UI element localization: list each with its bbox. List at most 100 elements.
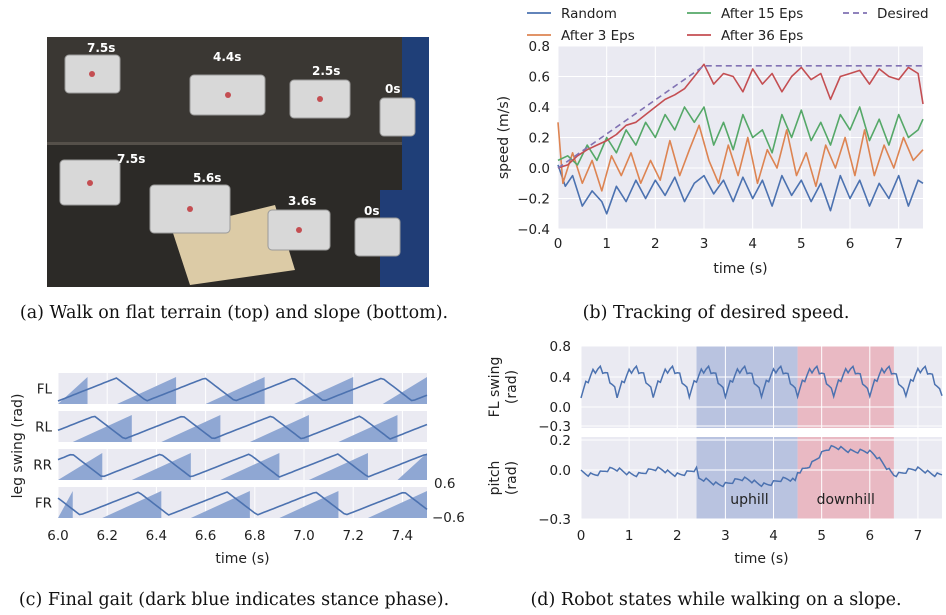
pitch-line — [580, 444, 943, 488]
series-line-random — [557, 164, 924, 215]
x-axis-label: time (s) — [215, 551, 269, 567]
right-tick-label: 0.6 — [434, 476, 455, 492]
gait-chart: FL RL RR FR 6.0 6.2 6.4 6.6 6.8 7.0 7.2 7.4 0.6 −0.6 t… — [10, 373, 465, 567]
uphill-label: uphill — [730, 492, 768, 508]
photo-label-bottom-1: 7.5s — [117, 152, 145, 166]
series-line-desired — [557, 65, 923, 169]
x-tick-label: 2 — [673, 528, 682, 544]
y-tick-label: −0.4 — [517, 222, 550, 238]
fl-swing-line — [580, 364, 943, 401]
stance-phase — [279, 491, 339, 518]
y-tick-label: 0.2 — [550, 433, 571, 449]
y-axis-label: FL swing — [487, 357, 503, 418]
y-tick-label: −0.3 — [538, 419, 571, 435]
y-tick-label: 0.0 — [529, 161, 550, 177]
y-axis-label: speed (m/s) — [496, 96, 512, 179]
x-tick-label: 7.2 — [342, 528, 363, 544]
leg-label-fr: FR — [35, 496, 52, 512]
leg-swing-line — [57, 377, 428, 402]
stance-phase — [72, 415, 132, 442]
caption-a: (a) Walk on flat terrain (top) and slope… — [19, 303, 449, 323]
photo-label-bottom-4: 0s — [364, 204, 380, 218]
y-axis-label: (rad) — [504, 370, 520, 404]
x-tick-label: 1 — [602, 236, 611, 252]
robot-photo: 7.5s 4.4s 2.5s 0s 7.5s 5.6s 3.6s 0s — [47, 37, 429, 287]
stance-phase — [131, 453, 191, 480]
y-tick-label: 0.8 — [550, 339, 571, 355]
series-line-after-3-eps — [557, 122, 924, 192]
leg-swing-line — [57, 453, 428, 478]
y-axis-label: (rad) — [504, 461, 520, 495]
stance-phase — [190, 491, 250, 518]
stance-phase — [205, 377, 265, 404]
leg-label-rr: RR — [33, 458, 52, 474]
y-tick-label: −0.3 — [538, 512, 571, 528]
x-tick-label: 4 — [769, 528, 778, 544]
x-tick-label: 6.8 — [244, 528, 265, 544]
leg-label-fl: FL — [37, 382, 53, 398]
caption-c: (c) Final gait (dark blue indicates stan… — [18, 590, 450, 610]
legend-entry: After 36 Eps — [721, 28, 803, 44]
photo-label-top-3: 2.5s — [312, 64, 340, 78]
stance-phase — [58, 453, 103, 480]
x-axis-label: time (s) — [713, 261, 767, 277]
y-tick-label: 0.0 — [550, 463, 571, 479]
speed-chart: 0 1 2 3 4 5 6 7 −0.4 −0.2 0.0 0.2 0.4 0.6 0.8 time (s) s… — [496, 6, 929, 277]
stance-phase — [117, 377, 177, 404]
photo-label-bottom-2: 5.6s — [193, 171, 221, 185]
y-tick-label: 0.0 — [550, 400, 571, 416]
stance-phase — [294, 377, 354, 404]
y-tick-label: 0.4 — [550, 370, 571, 386]
x-tick-label: 3 — [721, 528, 730, 544]
y-tick-label: −0.2 — [517, 192, 550, 208]
stance-phase — [161, 415, 221, 442]
x-tick-label: 6 — [866, 528, 875, 544]
caption-b: (b) Tracking of desired speed. — [582, 303, 850, 323]
stance-phase — [397, 453, 427, 480]
photo-label-top-2: 4.4s — [213, 50, 241, 64]
y-tick-label: 0.6 — [529, 70, 550, 86]
series-line-after-15-eps — [557, 106, 924, 166]
x-tick-label: 6.2 — [96, 528, 117, 544]
photo-label-bottom-3: 3.6s — [288, 194, 316, 208]
x-tick-label: 6.4 — [146, 528, 167, 544]
stance-phase — [249, 415, 309, 442]
stance-phase — [382, 377, 427, 404]
stance-phase — [102, 491, 162, 518]
x-tick-label: 6.6 — [195, 528, 216, 544]
right-tick-label: −0.6 — [432, 510, 465, 526]
y-axis-label: pitch — [487, 461, 503, 496]
leg-swing-line — [57, 491, 428, 516]
x-axis-label: time (s) — [734, 551, 788, 567]
x-tick-label: 7.4 — [392, 528, 413, 544]
legend-entry: Desired — [877, 6, 929, 22]
legend-entry: After 15 Eps — [721, 6, 803, 22]
x-tick-label: 0 — [554, 236, 563, 252]
x-tick-label: 1 — [625, 528, 634, 544]
x-tick-label: 5 — [797, 236, 806, 252]
stance-phase — [338, 415, 398, 442]
x-tick-label: 6 — [846, 236, 855, 252]
photo-label-top-4: 0s — [385, 82, 401, 96]
legend-entry: After 3 Eps — [561, 28, 635, 44]
y-tick-label: 0.2 — [529, 131, 550, 147]
stance-phase — [220, 453, 280, 480]
x-tick-label: 7.0 — [293, 528, 314, 544]
x-tick-label: 0 — [577, 528, 586, 544]
photo-label-top-1: 7.5s — [87, 41, 115, 55]
downhill-label: downhill — [817, 492, 875, 508]
y-tick-label: 0.4 — [529, 100, 550, 116]
leg-swing-line — [57, 415, 428, 440]
leg-label-rl: RL — [35, 420, 52, 436]
x-tick-label: 4 — [748, 236, 757, 252]
downhill-region — [797, 346, 894, 428]
legend-entry: Random — [561, 6, 617, 22]
x-tick-label: 7 — [894, 236, 903, 252]
x-tick-label: 7 — [914, 528, 923, 544]
uphill-region — [696, 346, 798, 428]
stance-phase — [308, 453, 368, 480]
x-tick-label: 2 — [651, 236, 660, 252]
stance-phase — [58, 377, 88, 404]
y-axis-label: leg swing (rad) — [10, 394, 26, 499]
